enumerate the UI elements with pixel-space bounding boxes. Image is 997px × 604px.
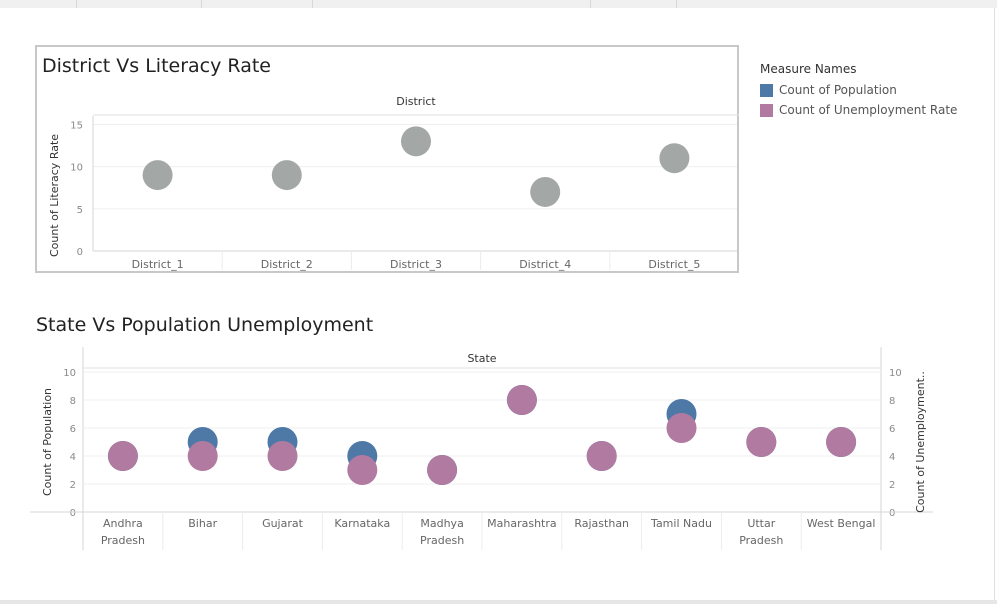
state-x-tick-label-line: Pradesh	[101, 534, 145, 547]
legend-item-population[interactable]: Count of Population	[760, 80, 957, 100]
state-x-tick-label: Gujarat	[262, 517, 304, 530]
dashboard-right-edge	[994, 8, 995, 600]
district-literacy-point	[659, 143, 690, 174]
state-x-tick-label: Andhra Pradesh	[101, 517, 145, 547]
district-y-tick-label: 0	[77, 247, 83, 258]
state-left-y-tick-label: 8	[70, 396, 76, 407]
district-x-tick-label: District_1	[132, 258, 184, 271]
state-x-tick-label-line: West Bengal	[807, 517, 876, 530]
district-literacy-point	[271, 160, 302, 191]
bottom-tab-strip	[0, 600, 997, 604]
state-x-tick-label-line: Maharashtra	[487, 517, 557, 530]
state-left-y-tick-label: 2	[70, 480, 76, 491]
district-x-tick-label: District_2	[261, 258, 313, 271]
district-chart-title: District Vs Literacy Rate	[42, 55, 271, 77]
state-x-tick-label-line: Bihar	[188, 517, 217, 530]
top-toolbar-strip	[0, 0, 997, 8]
state-x-tick-label: Rajasthan	[574, 517, 629, 530]
district-y-axis-title: Count of Literacy Rate	[48, 134, 61, 257]
state-x-tick-label: Uttar Pradesh	[739, 517, 783, 547]
district-x-tick-label: District_5	[648, 258, 700, 271]
state-left-y-tick-label: 6	[70, 424, 76, 435]
legend-swatch-population	[760, 83, 773, 97]
state-x-tick-label-line: Tamil Nadu	[650, 517, 712, 530]
state-unemployment-point	[586, 441, 617, 471]
district-header-label: District	[396, 95, 436, 108]
state-right-y-tick-label: 4	[889, 452, 895, 463]
legend-label-unemployment: Count of Unemployment Rate	[779, 103, 958, 117]
state-x-tick-label: West Bengal	[807, 517, 876, 530]
district-literacy-point	[401, 126, 431, 157]
toolbar-divider	[590, 0, 591, 8]
state-right-y-axis-title: Count of Unemployment..	[914, 371, 927, 513]
state-left-y-axis-title: Count of Population	[41, 388, 54, 496]
state-x-tick-label-line: Rajasthan	[574, 517, 629, 530]
district-x-tick-label: District_3	[390, 258, 442, 271]
state-x-tick-label-line: Pradesh	[420, 534, 464, 547]
state-left-y-tick-label: 10	[63, 368, 76, 379]
district-chart-panel[interactable]	[35, 45, 739, 273]
state-x-tick-label-line: Andhra	[103, 517, 143, 530]
state-unemployment-point	[746, 427, 777, 457]
state-x-tick-label-line: Pradesh	[739, 534, 783, 547]
state-right-y-tick-label: 0	[889, 508, 895, 519]
district-y-tick-label: 10	[70, 163, 83, 174]
district-y-tick-label: 5	[77, 205, 83, 216]
state-unemployment-point	[347, 455, 378, 485]
state-left-y-tick-label: 0	[70, 508, 76, 519]
legend-item-unemployment[interactable]: Count of Unemployment Rate	[760, 100, 957, 120]
state-unemployment-point	[107, 441, 138, 471]
state-x-tick-label: Bihar	[188, 517, 217, 530]
state-x-tick-label-line: Madhya	[420, 517, 463, 530]
state-unemployment-point	[267, 441, 298, 471]
toolbar-divider	[312, 0, 313, 8]
toolbar-divider	[676, 0, 677, 8]
legend-swatch-unemployment	[760, 103, 773, 117]
legend-label-population: Count of Population	[779, 83, 897, 97]
state-x-tick-label: Madhya Pradesh	[420, 517, 464, 547]
district-literacy-point	[142, 160, 173, 191]
state-unemployment-point	[666, 413, 697, 443]
state-unemployment-point	[187, 441, 218, 471]
state-x-tick-label: Karnataka	[334, 517, 390, 530]
state-header-label: State	[467, 352, 496, 365]
legend[interactable]: Measure Names Count of Population Count …	[760, 62, 957, 120]
state-chart-title: State Vs Population Unemployment	[36, 314, 374, 336]
state-unemployment-point	[506, 385, 537, 415]
state-x-tick-label: Tamil Nadu	[650, 517, 712, 530]
state-x-tick-label-line: Uttar	[747, 517, 775, 530]
state-x-tick-label: Maharashtra	[487, 517, 557, 530]
state-unemployment-point	[826, 427, 857, 457]
state-x-tick-label-line: Karnataka	[334, 517, 390, 530]
state-right-y-tick-label: 6	[889, 424, 895, 435]
toolbar-divider	[76, 0, 77, 8]
state-x-tick-label-line: Gujarat	[262, 517, 304, 530]
state-right-y-tick-label: 2	[889, 480, 895, 491]
district-y-tick-label: 15	[70, 120, 83, 131]
state-left-y-tick-label: 4	[70, 452, 76, 463]
state-unemployment-point	[427, 455, 458, 485]
state-right-y-tick-label: 8	[889, 396, 895, 407]
legend-title: Measure Names	[760, 62, 857, 76]
state-right-y-tick-label: 10	[889, 368, 902, 379]
district-literacy-point	[530, 176, 561, 207]
district-x-tick-label: District_4	[519, 258, 571, 271]
toolbar-divider	[201, 0, 202, 8]
